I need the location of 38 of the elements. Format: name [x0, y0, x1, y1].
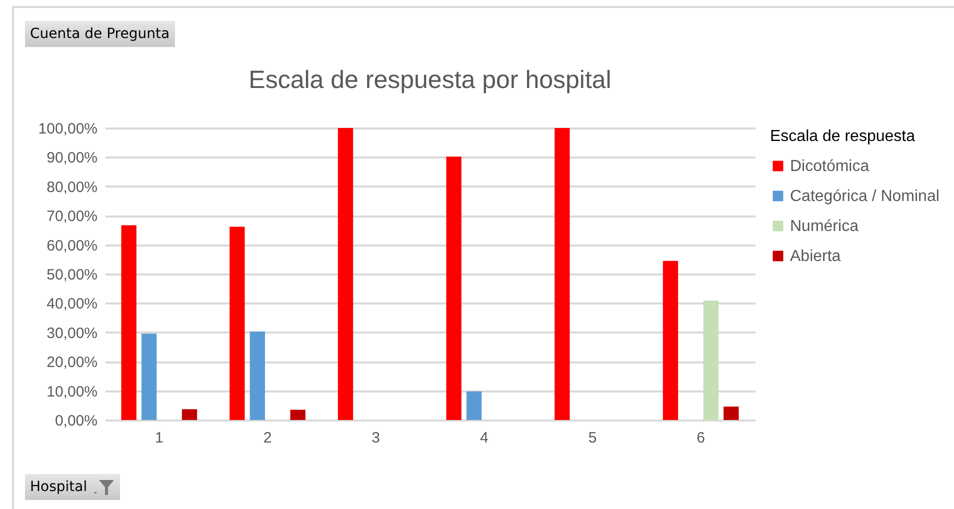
bar — [250, 332, 265, 420]
y-tick-label: 40,00% — [46, 296, 98, 313]
y-tick-label: 90,00% — [46, 150, 98, 167]
x-tick-label: 1 — [154, 430, 164, 446]
legend-label: Numérica — [790, 218, 859, 235]
y-tick-label: 10,00% — [46, 383, 98, 400]
y-tick-label: 30,00% — [46, 324, 98, 342]
x-tick-label: 3 — [372, 430, 380, 446]
text: Cuenta de Pregunta — [30, 25, 170, 44]
bar — [724, 406, 739, 420]
y-tick-label: 60,00% — [46, 237, 98, 254]
bar — [446, 156, 462, 420]
legend-label: Abierta — [790, 248, 841, 265]
bar — [554, 128, 570, 420]
legend-label: Categórica / Nominal — [790, 188, 940, 205]
x-tick-label: 4 — [480, 430, 488, 446]
y-tick-label: 0,00% — [54, 412, 98, 430]
legend-title: Escala de respuesta — [770, 128, 916, 145]
bar — [338, 128, 354, 420]
y-tick-label: 70,00% — [46, 208, 98, 226]
x-tick-label: 2 — [263, 430, 272, 446]
x-tick-label: 5 — [588, 430, 597, 446]
bar — [662, 260, 678, 420]
bar — [466, 391, 482, 420]
chart-title: Escala de respuesta por hospital — [248, 66, 612, 94]
bar — [121, 225, 136, 420]
bar — [290, 410, 306, 420]
x-axis-title: Hospital — [30, 478, 88, 497]
y-tick-label: 100,00% — [38, 120, 98, 138]
bar — [182, 409, 198, 420]
y-tick-label: 50,00% — [46, 266, 98, 284]
y-tick-label: 80,00% — [46, 178, 98, 196]
y-tick-label: 20,00% — [46, 354, 98, 372]
bar — [703, 300, 719, 420]
bar — [141, 334, 157, 420]
legend-label: Dicotómica — [790, 158, 870, 175]
x-tick-label: 6 — [696, 430, 706, 446]
bar — [230, 226, 245, 420]
